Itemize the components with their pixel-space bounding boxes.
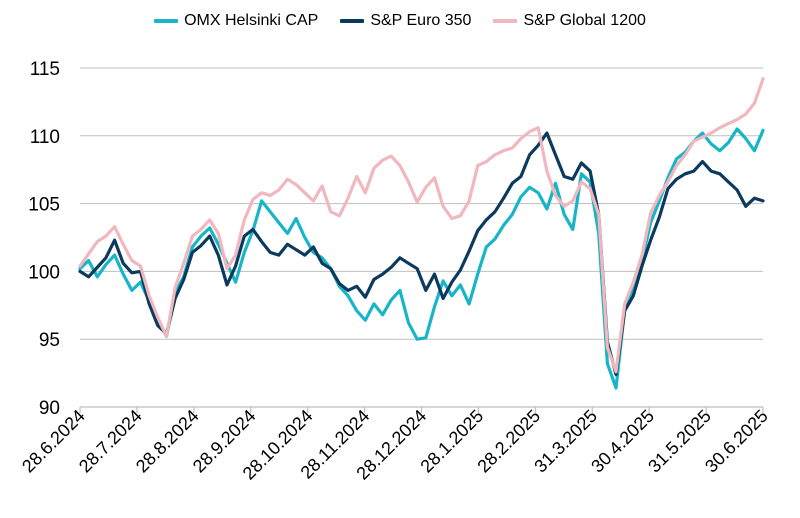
legend-swatch-global1200	[493, 19, 518, 23]
y-tick-label: 90	[39, 398, 60, 419]
y-tick-label: 100	[28, 262, 60, 283]
y-tick-label: 95	[39, 330, 60, 351]
legend-item-omx: OMX Helsinki CAP	[154, 12, 318, 30]
legend-label-global1200: S&P Global 1200	[523, 12, 646, 29]
y-tick-label: 110	[30, 127, 60, 148]
legend-swatch-euro350	[340, 19, 365, 23]
legend: OMX Helsinki CAP S&P Euro 350 S&P Global…	[0, 12, 800, 30]
y-tick-label: 115	[30, 59, 60, 80]
legend-item-euro350: S&P Euro 350	[340, 12, 471, 30]
legend-label-euro350: S&P Euro 350	[370, 12, 472, 29]
y-tick-label: 105	[28, 195, 60, 216]
series-line-2	[78, 77, 765, 374]
series-lines	[78, 77, 765, 390]
gridlines	[80, 67, 763, 340]
series-line-0	[78, 127, 765, 390]
legend-label-omx: OMX Helsinki CAP	[184, 12, 319, 29]
x-tick-label: 30.6.2025	[701, 406, 772, 477]
legend-item-global1200: S&P Global 1200	[493, 12, 646, 30]
series-line-1	[78, 131, 765, 377]
legend-swatch-omx	[154, 19, 179, 23]
